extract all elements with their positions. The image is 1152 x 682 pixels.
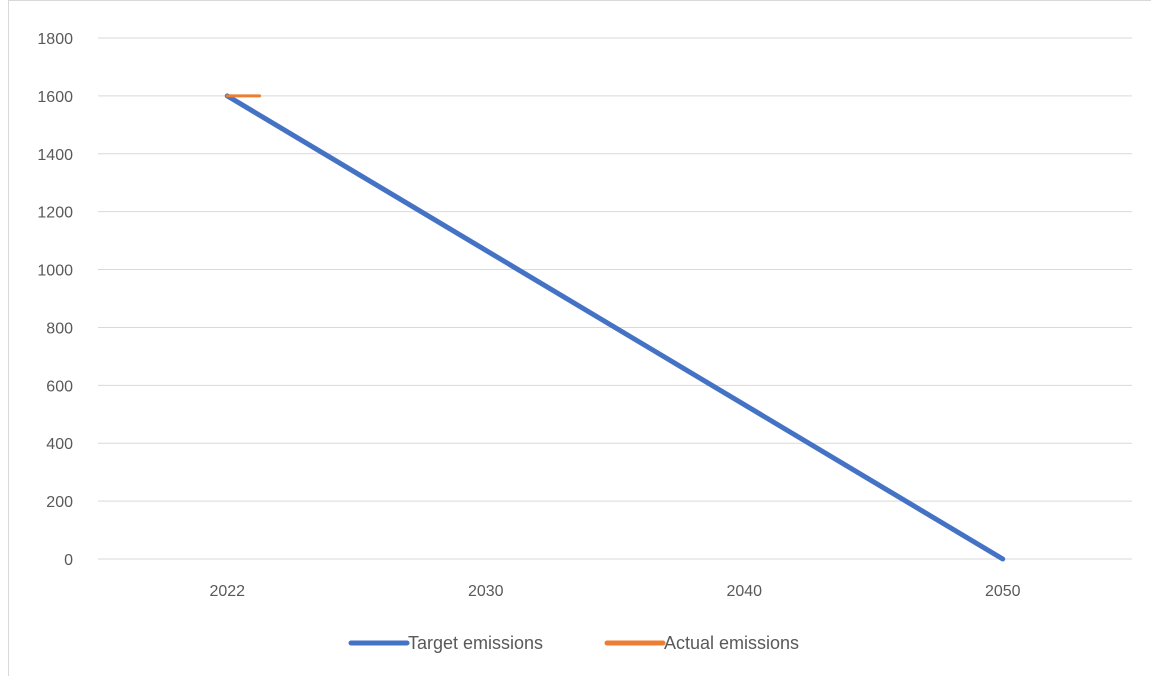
y-tick-label-600: 600 <box>46 378 73 395</box>
y-tick-label-0: 0 <box>64 552 73 569</box>
legend: Target emissions Actual emissions <box>348 633 799 653</box>
legend-label: Target emissions <box>408 633 543 653</box>
y-axis-tick-labels: 0 200 400 600 800 1000 1200 1400 1600 1800 <box>37 31 73 569</box>
x-axis-tick-labels: 2022 2030 2040 2050 <box>209 583 1020 600</box>
y-tick-label-200: 200 <box>46 494 73 511</box>
chart-area: 0 200 400 600 800 1000 1200 1400 1600 1800 2022 20… <box>8 0 1151 676</box>
y-tick-label-1400: 1400 <box>37 147 73 164</box>
y-tick-label-1000: 1000 <box>37 263 73 280</box>
x-tick-label-2030: 2030 <box>468 583 504 600</box>
legend-item-target-emissions: Target emissions <box>348 633 543 653</box>
x-tick-label-2050: 2050 <box>985 583 1021 600</box>
y-tick-label-400: 400 <box>46 436 73 453</box>
legend-item-actual-emissions: Actual emissions <box>604 633 799 653</box>
gridlines <box>98 37 1132 560</box>
series-lines <box>224 93 1006 562</box>
y-tick-label-1200: 1200 <box>37 205 73 222</box>
y-tick-label-1800: 1800 <box>37 31 73 48</box>
x-tick-label-2040: 2040 <box>726 583 762 600</box>
legend-label: Actual emissions <box>664 633 799 653</box>
y-tick-label-1600: 1600 <box>37 89 73 106</box>
series-line-target-emissions <box>224 93 1006 562</box>
x-tick-label-2022: 2022 <box>209 583 245 600</box>
y-tick-label-800: 800 <box>46 320 73 337</box>
